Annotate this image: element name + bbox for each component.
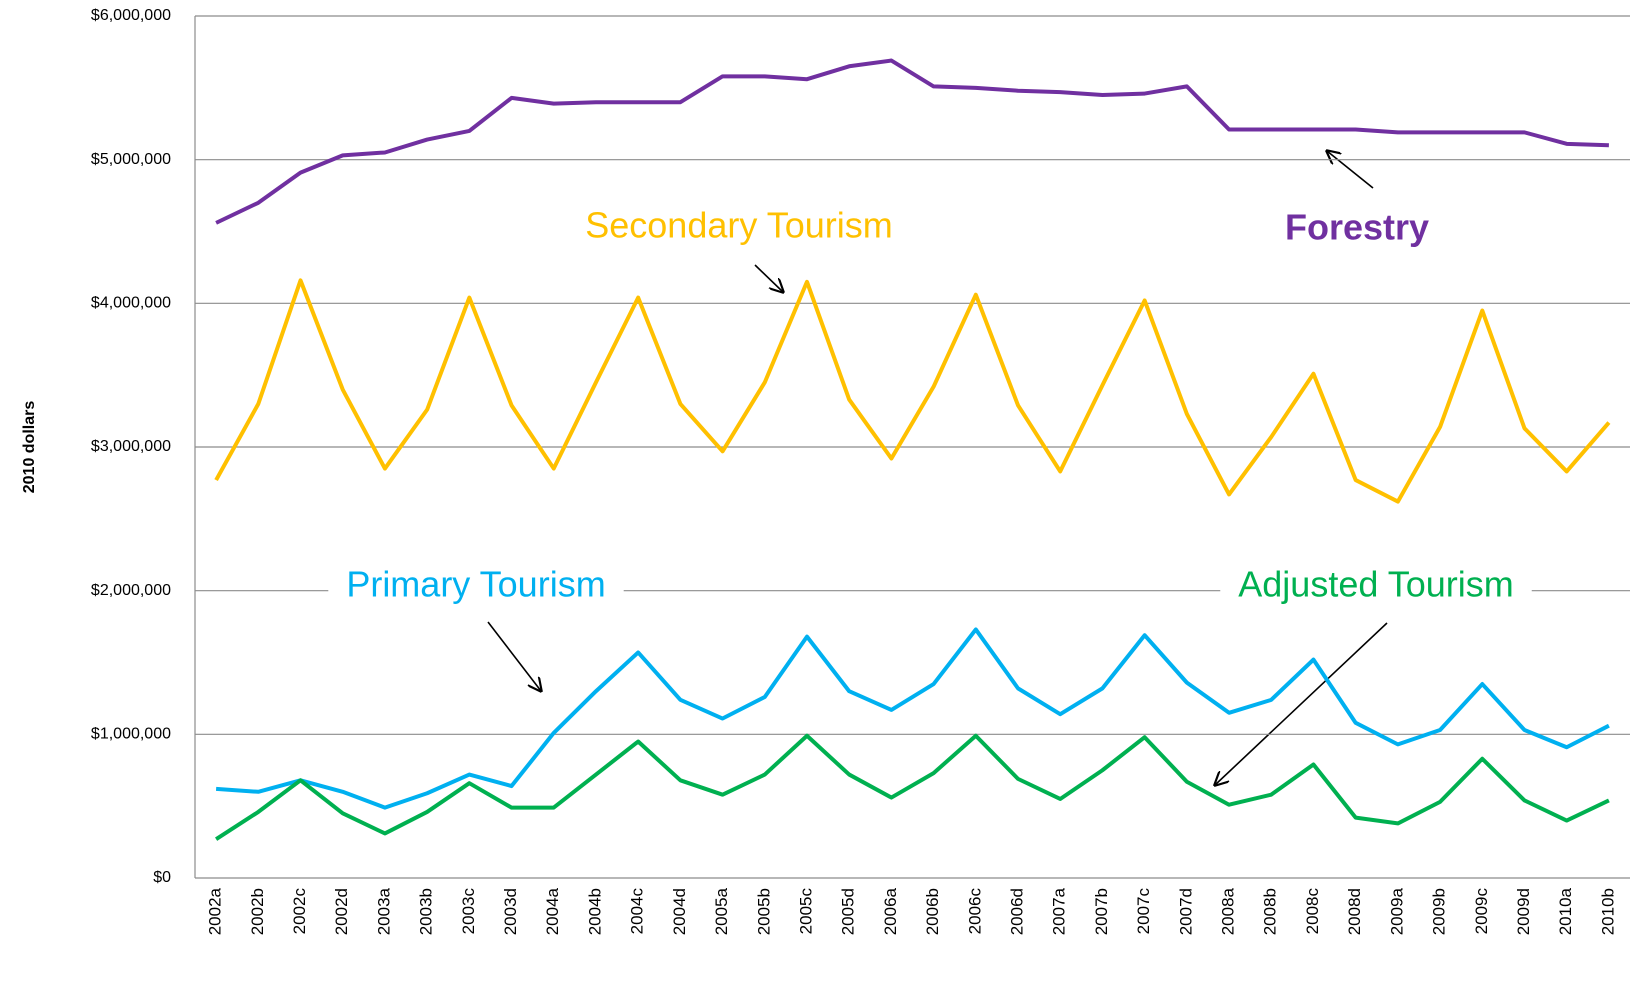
- arrow: [487, 621, 541, 691]
- x-tick-label: 2008d: [1345, 888, 1364, 935]
- x-tick-label: 2002c: [290, 888, 309, 935]
- y-tick-label: $2,000,000: [91, 582, 171, 599]
- x-tick-label: 2005d: [839, 888, 858, 935]
- x-tick-label: 2008b: [1261, 888, 1280, 935]
- x-tick-label: 2006c: [965, 888, 984, 935]
- y-axis-label: 2010 dollars: [21, 401, 38, 494]
- y-tick-label: $5,000,000: [91, 151, 171, 168]
- x-tick-label: 2009d: [1514, 888, 1533, 935]
- series-line: [214, 278, 1611, 504]
- y-tick-label: $0: [153, 869, 171, 886]
- x-tick-label: 2007c: [1134, 888, 1153, 935]
- x-tick-label: 2006a: [881, 887, 900, 935]
- arrow: [754, 264, 783, 292]
- arrow: [1215, 622, 1388, 785]
- x-tick-label: 2003d: [501, 888, 520, 935]
- y-tick-label: $6,000,000: [91, 7, 171, 24]
- arrow: [1327, 151, 1374, 189]
- x-tick-label: 2004a: [543, 887, 562, 935]
- x-tick-label: 2003c: [459, 888, 478, 935]
- series-line: [215, 58, 1609, 225]
- x-tick-label: 2007b: [1092, 888, 1111, 935]
- x-tick-label: 2010a: [1556, 887, 1575, 935]
- x-tick-label: 2004b: [585, 888, 604, 935]
- x-tick-label: 2009b: [1430, 888, 1449, 935]
- x-tick-label: 2007a: [1050, 887, 1069, 935]
- x-tick-label: 2002b: [248, 888, 267, 935]
- x-tick-label: 2003b: [417, 888, 436, 935]
- label-background: [1220, 563, 1532, 605]
- x-tick-label: 2008a: [1219, 887, 1238, 935]
- x-tick-label: 2009c: [1472, 888, 1491, 935]
- series-label: Forestry: [1285, 207, 1429, 248]
- x-tick-label: 2009a: [1387, 887, 1406, 935]
- x-tick-label: 2010b: [1598, 888, 1617, 935]
- y-tick-label: $3,000,000: [91, 438, 171, 455]
- x-tick-label: 2006b: [923, 888, 942, 935]
- series-label: Adjusted Tourism: [1238, 564, 1513, 605]
- x-tick-label: 2005b: [754, 888, 773, 935]
- x-tick-label: 2006d: [1007, 888, 1026, 935]
- series-label: Secondary Tourism: [585, 205, 892, 246]
- y-tick-label: $4,000,000: [91, 295, 171, 312]
- x-tick-label: 2007d: [1176, 888, 1195, 935]
- arrows: [487, 151, 1388, 785]
- x-tick-label: 2005c: [796, 888, 815, 935]
- x-tick-label: 2004d: [670, 888, 689, 935]
- x-tick-label: 2008c: [1303, 888, 1322, 935]
- x-tick-label: 2002d: [332, 888, 351, 935]
- series-line: [215, 733, 1610, 841]
- x-tick-label: 2005a: [712, 887, 731, 935]
- x-tick-label: 2004c: [628, 888, 647, 935]
- series-label: Primary Tourism: [346, 564, 605, 605]
- y-tick-label: $1,000,000: [91, 726, 171, 743]
- label-background: [328, 563, 624, 605]
- series-line: [215, 627, 1610, 810]
- x-tick-label: 2002a: [206, 887, 225, 935]
- x-tick-label: 2003a: [374, 887, 393, 935]
